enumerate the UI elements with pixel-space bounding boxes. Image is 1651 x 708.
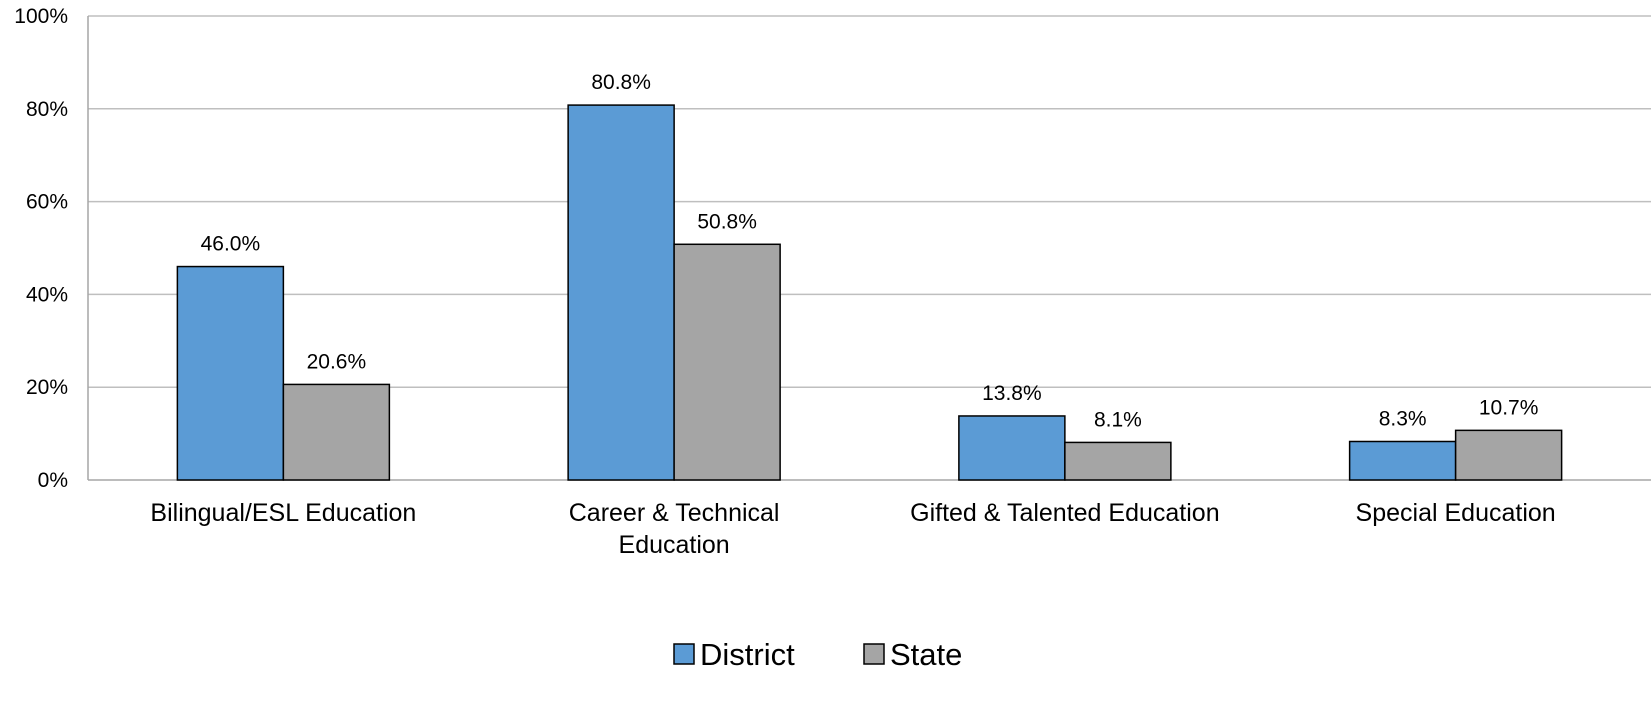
gridlines xyxy=(88,15,1651,388)
y-axis-tick-labels: 0% 20% 40% 60% 80% 100% xyxy=(14,5,68,492)
y-tick-label: 100% xyxy=(14,5,68,28)
bar-district-0 xyxy=(176,265,285,481)
data-label-district-1: 80.8% xyxy=(591,71,651,94)
legend-label-district: District xyxy=(700,637,795,672)
x-category-label: Special Education xyxy=(1356,499,1556,527)
x-category-label-line: Special Education xyxy=(1356,499,1556,527)
x-category-label: Gifted & Talented Education xyxy=(910,499,1219,527)
y-tick-label: 60% xyxy=(26,191,68,214)
y-tick-label: 80% xyxy=(26,98,68,121)
x-category-label-line: Education xyxy=(619,531,730,559)
x-category-label: Career & Technical Education xyxy=(569,499,780,559)
data-label-district-3: 8.3% xyxy=(1379,407,1427,430)
x-category-label: Bilingual/ESL Education xyxy=(150,499,416,527)
x-category-label-line: Gifted & Talented Education xyxy=(910,499,1219,527)
data-label-district-2: 13.8% xyxy=(982,382,1042,405)
bar-district-3 xyxy=(1348,440,1457,481)
x-category-label-line: Career & Technical xyxy=(569,499,780,527)
y-tick-label: 0% xyxy=(38,469,68,492)
bar-state-0 xyxy=(282,383,391,481)
data-label-state-3: 10.7% xyxy=(1479,396,1539,419)
data-label-state-2: 8.1% xyxy=(1094,408,1142,431)
legend: District State xyxy=(673,637,962,672)
data-label-state-0: 20.6% xyxy=(307,350,367,373)
y-tick-label: 40% xyxy=(26,283,68,306)
legend-label-state: State xyxy=(890,637,962,672)
data-label-district-0: 46.0% xyxy=(201,233,261,256)
bar-state-1 xyxy=(673,243,781,481)
bar-state-2 xyxy=(1064,441,1172,481)
x-axis-category-labels: Bilingual/ESL Education Career & Technica… xyxy=(150,499,1555,559)
bar-state-3 xyxy=(1454,429,1563,481)
bars xyxy=(176,104,1563,481)
legend-swatch-state xyxy=(863,643,885,665)
bar-district-2 xyxy=(958,415,1066,481)
legend-swatch-district xyxy=(673,643,695,665)
bar-district-1 xyxy=(567,104,675,481)
data-labels: 46.0% 20.6% 80.8% 50.8% 13.8% 8.1% 8.3% 10.7% xyxy=(201,71,1539,431)
y-tick-label: 20% xyxy=(26,376,68,399)
data-label-state-1: 50.8% xyxy=(697,210,757,233)
x-category-label-line: Bilingual/ESL Education xyxy=(150,499,416,527)
